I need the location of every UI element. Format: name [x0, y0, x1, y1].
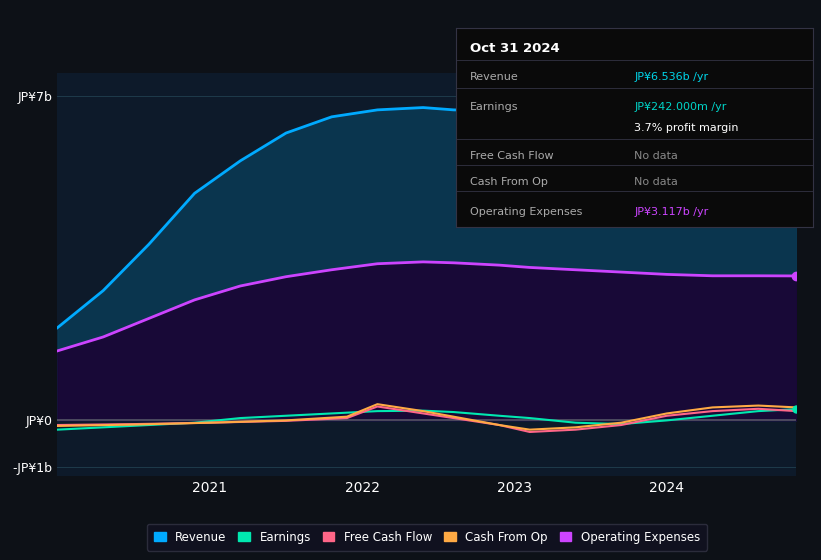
Legend: Revenue, Earnings, Free Cash Flow, Cash From Op, Operating Expenses: Revenue, Earnings, Free Cash Flow, Cash …	[147, 524, 707, 550]
Text: Oct 31 2024: Oct 31 2024	[470, 42, 560, 55]
Text: No data: No data	[635, 177, 678, 187]
Text: Revenue: Revenue	[470, 72, 519, 82]
Text: 3.7% profit margin: 3.7% profit margin	[635, 123, 739, 133]
Text: No data: No data	[635, 151, 678, 161]
Text: JP¥6.536b /yr: JP¥6.536b /yr	[635, 72, 709, 82]
Text: JP¥242.000m /yr: JP¥242.000m /yr	[635, 101, 727, 111]
Text: Operating Expenses: Operating Expenses	[470, 207, 582, 217]
Text: Cash From Op: Cash From Op	[470, 177, 548, 187]
Text: Earnings: Earnings	[470, 101, 518, 111]
Text: JP¥3.117b /yr: JP¥3.117b /yr	[635, 207, 709, 217]
Text: Free Cash Flow: Free Cash Flow	[470, 151, 553, 161]
